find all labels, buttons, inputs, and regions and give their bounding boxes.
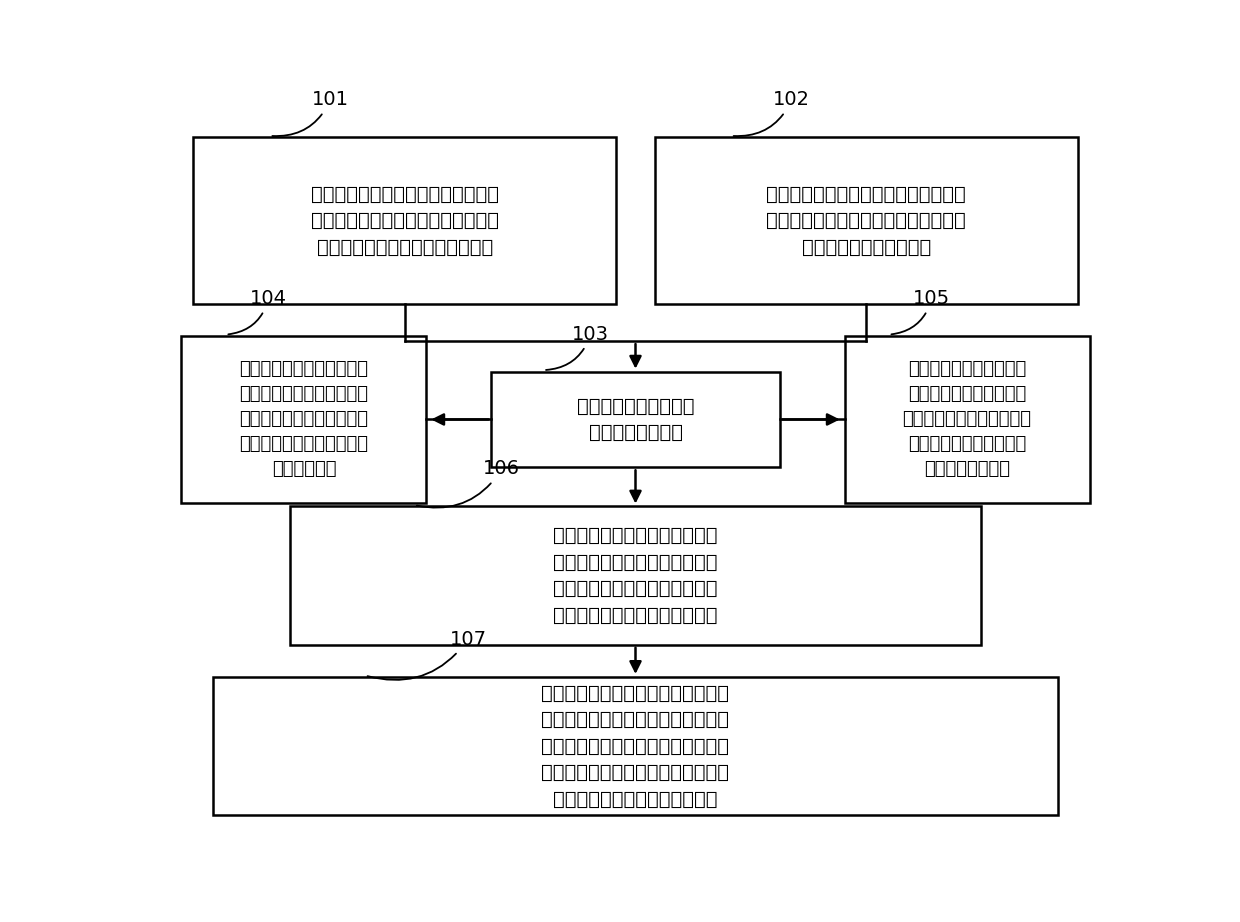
Text: 接收用于指示所述压缩
机启动的开启请求: 接收用于指示所述压缩 机启动的开启请求: [577, 396, 694, 443]
FancyBboxPatch shape: [491, 372, 780, 467]
Text: 107: 107: [367, 630, 486, 680]
Text: 当所述发动机的实际转速小于或等于
供油转速时，所述发动机恢复供油，
所述供油转速具有初始供油转速值: 当所述发动机的实际转速小于或等于 供油转速时，所述发动机恢复供油， 所述供油转速…: [311, 184, 498, 256]
FancyBboxPatch shape: [181, 336, 427, 502]
Text: 在预定时长后吸合电磁离合器，
以开启所述压缩机；其中，所述
预定时长是指所述发动机从最小
扭矩恢复到预定扭矩所用的时间: 在预定时长后吸合电磁离合器， 以开启所述压缩机；其中，所述 预定时长是指所述发动…: [553, 526, 718, 625]
Text: 103: 103: [546, 325, 609, 370]
Text: 将所述断油转速的值重新
设定为大于所述初始断油
转速值的预定断油转速值，
从而使得所述发动机断油
时的实际转速增加: 将所述断油转速的值重新 设定为大于所述初始断油 转速值的预定断油转速值， 从而使…: [903, 361, 1032, 479]
FancyBboxPatch shape: [844, 336, 1090, 502]
Text: 106: 106: [417, 459, 521, 508]
FancyBboxPatch shape: [193, 137, 616, 304]
Text: 101: 101: [273, 90, 348, 136]
Text: 102: 102: [734, 90, 810, 136]
Text: 当所述发动机的实际转速大于或等于断
油转速时，所述发动机断油，所述断油
转速具有初始断油转速值: 当所述发动机的实际转速大于或等于断 油转速时，所述发动机断油，所述断油 转速具有…: [766, 184, 966, 256]
Text: 将所述供油转速的值重新设
定为大于所述初始供油转速
值的预定供油转速值，以使
得所述发动机恢复供油时的
实际转速增加: 将所述供油转速的值重新设 定为大于所述初始供油转速 值的预定供油转速值，以使 得…: [239, 361, 368, 479]
FancyBboxPatch shape: [290, 506, 982, 644]
FancyBboxPatch shape: [655, 137, 1078, 304]
FancyBboxPatch shape: [213, 677, 1058, 815]
Text: 104: 104: [228, 290, 286, 335]
Text: 105: 105: [892, 290, 950, 335]
Text: 在所述预定时长内，根据所述开启请
求打开所述储备扭矩请求模块，以向
所述发动机发送补偿扭矩信息，从而
使得所述发动机根据所述补偿扭矩信
息将其扭矩提升至所述预定: 在所述预定时长内，根据所述开启请 求打开所述储备扭矩请求模块，以向 所述发动机发…: [542, 683, 729, 809]
